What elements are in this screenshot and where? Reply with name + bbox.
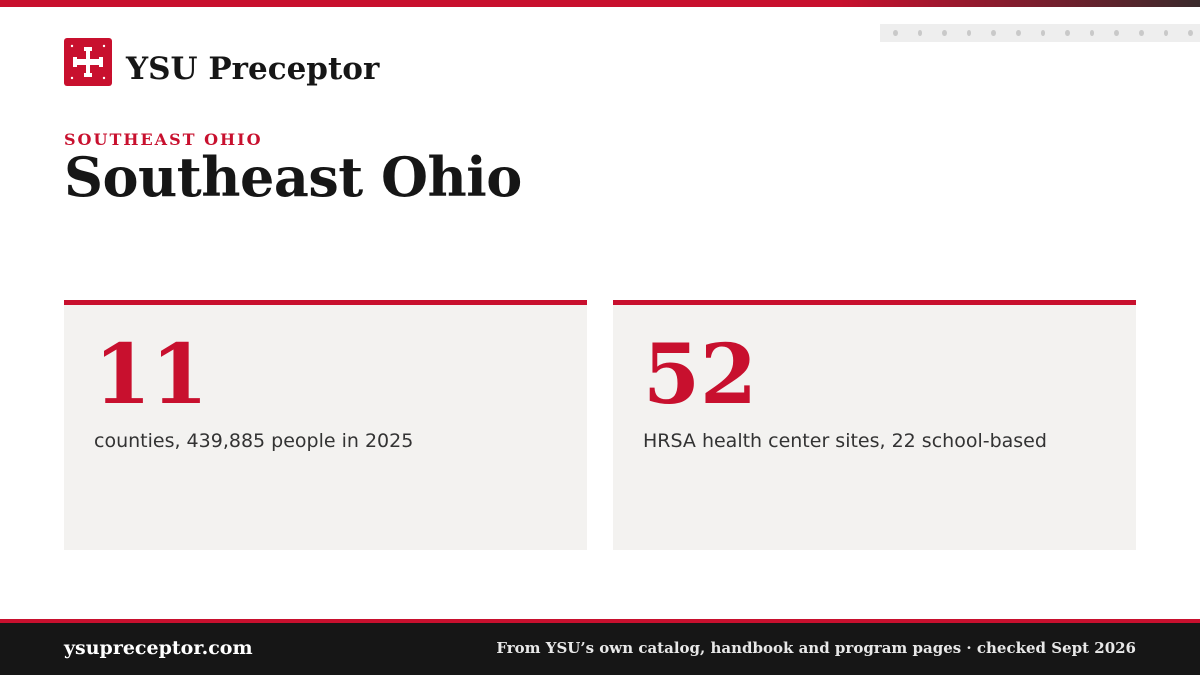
brand: YSU Preceptor xyxy=(126,51,380,87)
footer-site[interactable]: ysupreceptor.com xyxy=(64,637,253,659)
footer-rule xyxy=(0,619,1200,623)
footer-note: From YSU’s own catalog, handbook and pro… xyxy=(496,639,1136,657)
stat-caption: HRSA health center sites, 22 school-base… xyxy=(643,430,1047,452)
stat-card: 52 HRSA health center sites, 22 school-b… xyxy=(613,300,1136,550)
stat-card: 11 counties, 439,885 people in 2025 xyxy=(64,300,587,550)
logo xyxy=(64,38,112,86)
stat-caption: counties, 439,885 people in 2025 xyxy=(94,430,414,452)
title: Southeast Ohio xyxy=(64,145,522,209)
footer: ysupreceptor.com From YSU’s own catalog,… xyxy=(0,623,1200,675)
top-bar xyxy=(0,0,1200,7)
stat-value: 52 xyxy=(643,327,758,423)
stat-value: 11 xyxy=(94,327,209,423)
dot-strip xyxy=(880,24,1200,42)
eyebrow: SOUTHEAST OHIO xyxy=(64,130,263,149)
